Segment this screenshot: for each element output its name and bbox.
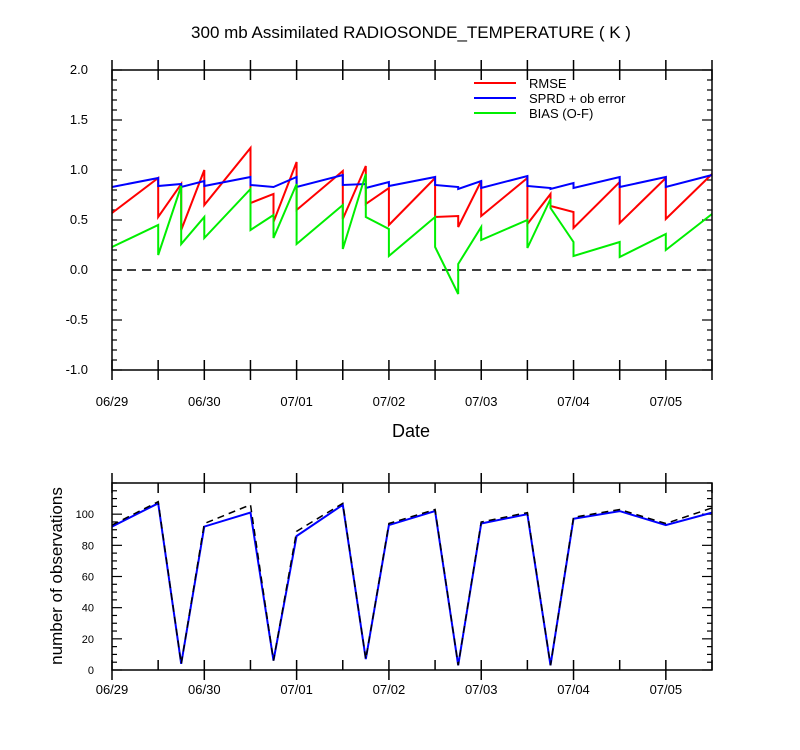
legend: RMSE SPRD + ob error BIAS (O-F) [474,76,626,121]
y-tick-label: 60 [82,572,94,584]
series-line-sprd-ob-error [111,173,713,191]
y-tick-label: 0 [88,665,94,677]
x-tick-label: 06/30 [188,682,221,697]
y-tick-label: -0.5 [66,312,88,327]
y-tick-label: 100 [76,509,94,521]
y-tick-label: 80 [82,540,94,552]
series-line-rmse [111,145,713,231]
bottom-x-tick-labels: 06/29 06/30 07/01 07/02 07/03 07/04 07/05 [96,682,682,697]
y-tick-label: 1.5 [70,112,88,127]
x-tick-label: 07/05 [650,394,683,409]
series-line-assimilated [111,501,713,666]
chart-title: 300 mb Assimilated RADIOSONDE_TEMPERATUR… [191,23,631,42]
bottom-series [111,500,713,666]
y-tick-label: 0.0 [70,262,88,277]
y-tick-label: -1.0 [66,362,88,377]
y-tick-label: 1.0 [70,162,88,177]
y-tick-label: 20 [82,634,94,646]
top-plot-frame [111,69,713,371]
legend-label-rmse: RMSE [529,76,567,91]
x-tick-label: 07/04 [557,682,590,697]
x-axis-label: Date [392,421,430,441]
x-tick-label: 07/05 [650,682,683,697]
y-tick-label: 2.0 [70,62,88,77]
x-tick-label: 07/04 [557,394,590,409]
x-tick-label: 07/02 [373,682,406,697]
x-tick-label: 07/03 [465,394,498,409]
bottom-plot-frame [111,482,713,671]
x-tick-label: 07/01 [280,394,313,409]
x-tick-label: 06/29 [96,394,129,409]
x-tick-label: 06/29 [96,682,129,697]
top-series [111,145,713,295]
bottom-y-tick-labels: 100 80 60 40 20 0 [76,509,94,677]
y-tick-label: 0.5 [70,212,88,227]
series-line-bias-o-f- [111,173,713,295]
bias-rmse-chart: 300 mb Assimilated RADIOSONDE_TEMPERATUR… [66,23,713,441]
legend-label-sprd: SPRD + ob error [529,91,626,106]
series-line-total-dashed- [111,500,713,666]
x-tick-label: 06/30 [188,394,221,409]
legend-label-bias: BIAS (O-F) [529,106,593,121]
y-tick-label: 40 [82,603,94,615]
bottom-ticks [111,473,713,680]
y-axis-label: number of observations [47,487,66,665]
observation-count-chart: 100 80 60 40 20 0 06/29 06/30 07/01 07/02 07/03 07… [47,473,713,697]
x-tick-label: 07/03 [465,682,498,697]
x-tick-label: 07/01 [280,682,313,697]
top-x-tick-labels: 06/29 06/30 07/01 07/02 07/03 07/04 07/05 [96,394,682,409]
x-tick-label: 07/02 [373,394,406,409]
top-y-tick-labels: 2.0 1.5 1.0 0.5 0.0 -0.5 -1.0 [66,62,88,377]
top-ticks [111,60,713,380]
